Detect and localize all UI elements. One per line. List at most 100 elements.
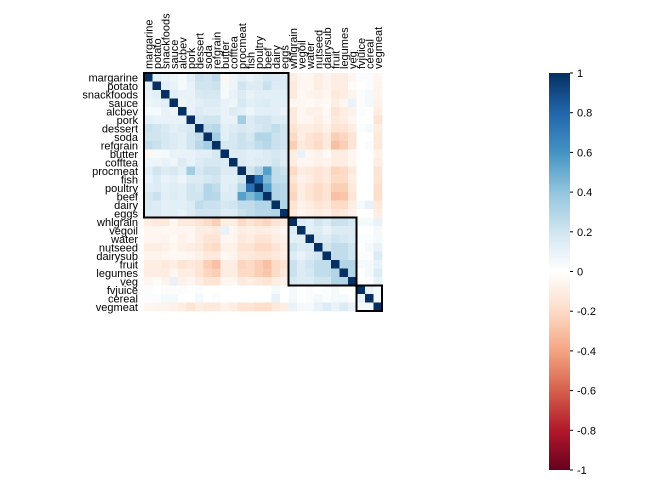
colorbar-tick-label: 0.8	[577, 108, 592, 120]
heatmap-cell-snackfoods-poultry	[254, 90, 264, 99]
heatmap-cell-potato-margarine	[144, 81, 153, 91]
heatmap-cell-potato-cereal	[365, 81, 374, 91]
heatmap-cell-soda-fvjuice	[356, 132, 366, 142]
heatmap-cell-nutseed-fvjuice	[356, 243, 366, 252]
heatmap-cell-water-water	[305, 234, 315, 244]
heatmap-cell-cereal-fvjuice	[356, 294, 366, 303]
heatmap-cell-legumes-snackfoods	[161, 268, 170, 278]
heatmap-cell-dairysub-whlgrain	[288, 251, 298, 261]
heatmap-cell-butter-butter	[220, 149, 230, 159]
heatmap-cell-soda-pork	[186, 132, 196, 142]
heatmap-cell-snackfoods-dairy	[271, 90, 281, 99]
heatmap-cell-dairy-alcbev	[178, 200, 187, 210]
heatmap-cell-fruit-fvjuice	[356, 260, 366, 269]
heatmap-cell-snackfoods-vegoil	[297, 90, 306, 99]
heatmap-cell-sauce-poultry	[254, 98, 264, 108]
heatmap-cell-cereal-potato	[152, 294, 162, 303]
heatmap-cell-sauce-procmeat	[237, 98, 247, 108]
heatmap-cell-beef-cereal	[365, 192, 374, 201]
heatmap-cell-fvjuice-water	[305, 285, 315, 295]
heatmap-cell-snackfoods-fvjuice	[356, 90, 366, 99]
heatmap-cell-snackfoods-butter	[220, 90, 230, 99]
heatmap-cell-soda-dairysub	[322, 132, 332, 142]
heatmap-cell-dairysub-sauce	[169, 251, 179, 261]
heatmap-cell-water-procmeat	[237, 234, 247, 244]
heatmap-cell-beef-potato	[152, 192, 162, 201]
heatmap-cell-beef-dairy	[271, 192, 281, 201]
heatmap-cell-water-vegmeat	[373, 234, 383, 244]
heatmap-cell-dessert-refgrain	[212, 124, 221, 133]
heatmap-cell-sauce-nutseed	[314, 98, 323, 108]
heatmap-cell-refgrain-pork	[186, 141, 196, 150]
heatmap-cell-refgrain-procmeat	[237, 141, 247, 150]
heatmap-cell-pork-soda	[203, 115, 213, 125]
heatmap-cell-whlgrain-water	[305, 217, 315, 227]
heatmap-cell-nutseed-whlgrain	[288, 243, 298, 252]
heatmap-cell-butter-water	[305, 149, 315, 159]
heatmap-cell-water-fish	[246, 234, 255, 244]
heatmap-cell-legumes-pork	[186, 268, 196, 278]
heatmap-cell-veg-nutseed	[314, 277, 323, 286]
heatmap-cell-butter-pork	[186, 149, 196, 159]
heatmap-cell-veg-vegmeat	[373, 277, 383, 286]
heatmap-cell-procmeat-dairy	[271, 166, 281, 176]
heatmap-cell-whlgrain-cofftea	[229, 217, 238, 227]
heatmap-cell-refgrain-nutseed	[314, 141, 323, 150]
heatmap-cell-dessert-procmeat	[237, 124, 247, 133]
heatmap-cell-alcbev-whlgrain	[288, 107, 298, 116]
heatmap-cell-fish-procmeat	[237, 175, 247, 184]
heatmap-cell-cereal-veg	[348, 294, 357, 303]
heatmap-cell-margarine-potato	[152, 73, 162, 82]
heatmap-cell-legumes-potato	[152, 268, 162, 278]
heatmap-cell-poultry-eggs	[280, 183, 289, 193]
heatmap-cell-sauce-alcbev	[178, 98, 187, 108]
heatmap-cell-veg-beef	[263, 277, 272, 286]
heatmap-cell-refgrain-sauce	[169, 141, 179, 150]
heatmap-cell-sauce-vegmeat	[373, 98, 383, 108]
heatmap-cell-butter-fruit	[331, 149, 340, 159]
heatmap-cell-cofftea-eggs	[280, 158, 289, 167]
heatmap-cell-alcbev-cereal	[365, 107, 374, 116]
heatmap-cell-dairy-cereal	[365, 200, 374, 210]
heatmap-cell-soda-legumes	[339, 132, 349, 142]
heatmap-cell-nutseed-vegmeat	[373, 243, 383, 252]
heatmap-cell-fish-cofftea	[229, 175, 238, 184]
heatmap-cell-dairy-snackfoods	[161, 200, 170, 210]
heatmap-cell-soda-procmeat	[237, 132, 247, 142]
heatmap-cell-dairy-butter	[220, 200, 230, 210]
heatmap-cell-eggs-butter	[220, 209, 230, 218]
heatmap-cell-dessert-margarine	[144, 124, 153, 133]
heatmap-cell-fruit-eggs	[280, 260, 289, 269]
heatmap-cell-vegoil-cereal	[365, 226, 374, 235]
heatmap-cell-fish-dairysub	[322, 175, 332, 184]
heatmap-cell-whlgrain-refgrain	[212, 217, 221, 227]
heatmap-cell-vegmeat-refgrain	[212, 302, 221, 312]
heatmap-cell-veg-legumes	[339, 277, 349, 286]
heatmap-cell-whlgrain-snackfoods	[161, 217, 170, 227]
heatmap-cell-fruit-cereal	[365, 260, 374, 269]
heatmap-cell-vegoil-fruit	[331, 226, 340, 235]
heatmap-cell-dairysub-cofftea	[229, 251, 238, 261]
heatmap-cell-fruit-dairy	[271, 260, 281, 269]
heatmap-cell-margarine-dessert	[195, 73, 204, 82]
heatmap-cell-fvjuice-cofftea	[229, 285, 238, 295]
heatmap-cell-eggs-sauce	[169, 209, 179, 218]
heatmap-cell-fvjuice-refgrain	[212, 285, 221, 295]
heatmap-cell-dessert-sauce	[169, 124, 179, 133]
heatmap-cell-dairy-eggs	[280, 200, 289, 210]
heatmap-cell-sauce-whlgrain	[288, 98, 298, 108]
heatmap-cell-cereal-procmeat	[237, 294, 247, 303]
heatmap-cell-cofftea-procmeat	[237, 158, 247, 167]
heatmap-cell-eggs-potato	[152, 209, 162, 218]
heatmap-cell-fruit-nutseed	[314, 260, 323, 269]
heatmap-cell-alcbev-sauce	[169, 107, 179, 116]
heatmap-cell-legumes-refgrain	[212, 268, 221, 278]
heatmap-cell-sauce-snackfoods	[161, 98, 170, 108]
heatmap-cell-margarine-fvjuice	[356, 73, 366, 82]
heatmap-cell-dairysub-alcbev	[178, 251, 187, 261]
heatmap-cell-dessert-alcbev	[178, 124, 187, 133]
heatmap-cell-fruit-margarine	[144, 260, 153, 269]
heatmap-cell-fish-cereal	[365, 175, 374, 184]
heatmap-cell-sauce-fvjuice	[356, 98, 366, 108]
